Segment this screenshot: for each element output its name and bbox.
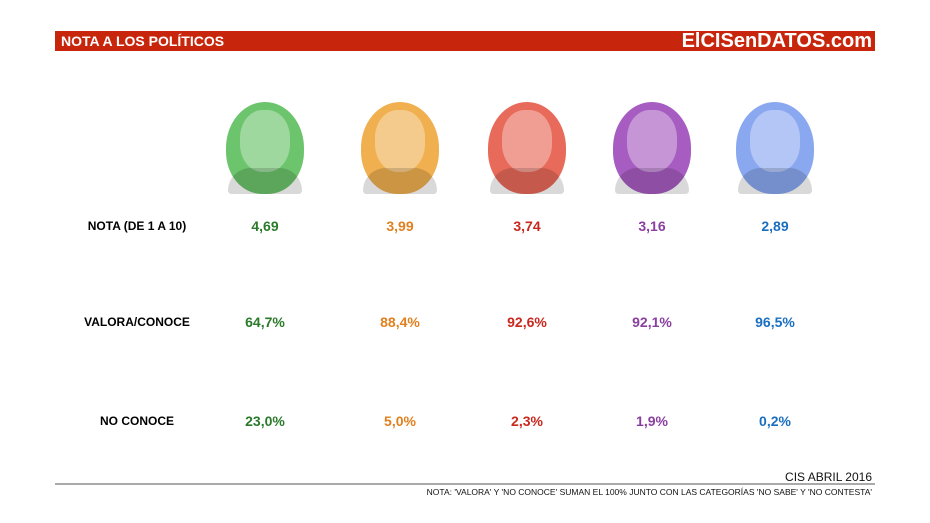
politician-photo	[736, 102, 814, 194]
value-cell: 1,9%	[636, 413, 668, 429]
source-label: CIS ABRIL 2016	[785, 470, 872, 484]
value-cell: 0,2%	[759, 413, 791, 429]
divider	[55, 483, 875, 485]
politician-photo	[361, 102, 439, 194]
value-cell: 2,89	[761, 218, 789, 234]
value-cell: 64,7%	[245, 314, 285, 330]
politician-photo	[226, 102, 304, 194]
row-label-no-conoce: NO CONOCE	[99, 414, 174, 428]
politician-photo	[488, 102, 566, 194]
header-bar: NOTA A LOS POLÍTICOS ElCISenDATOS.com	[55, 30, 875, 52]
politician-photo	[613, 102, 691, 194]
row-label-valora: VALORA/CONOCE	[84, 315, 190, 329]
value-cell: 3,74	[513, 218, 541, 234]
value-cell: 23,0%	[245, 413, 285, 429]
value-cell: 88,4%	[380, 314, 420, 330]
value-cell: 4,69	[251, 218, 279, 234]
value-cell: 92,6%	[507, 314, 547, 330]
footnote: NOTA: 'VALORA' Y 'NO CONOCE' SUMAN EL 10…	[426, 487, 872, 497]
brand-logo: ElCISenDATOS.com	[681, 30, 872, 52]
page-title: NOTA A LOS POLÍTICOS	[61, 33, 225, 49]
row-label-nota: NOTA (DE 1 A 10)	[87, 219, 187, 233]
value-cell: 5,0%	[384, 413, 416, 429]
value-cell: 3,16	[638, 218, 666, 234]
value-cell: 92,1%	[632, 314, 672, 330]
value-cell: 3,99	[386, 218, 414, 234]
value-cell: 2,3%	[511, 413, 543, 429]
value-cell: 96,5%	[755, 314, 795, 330]
